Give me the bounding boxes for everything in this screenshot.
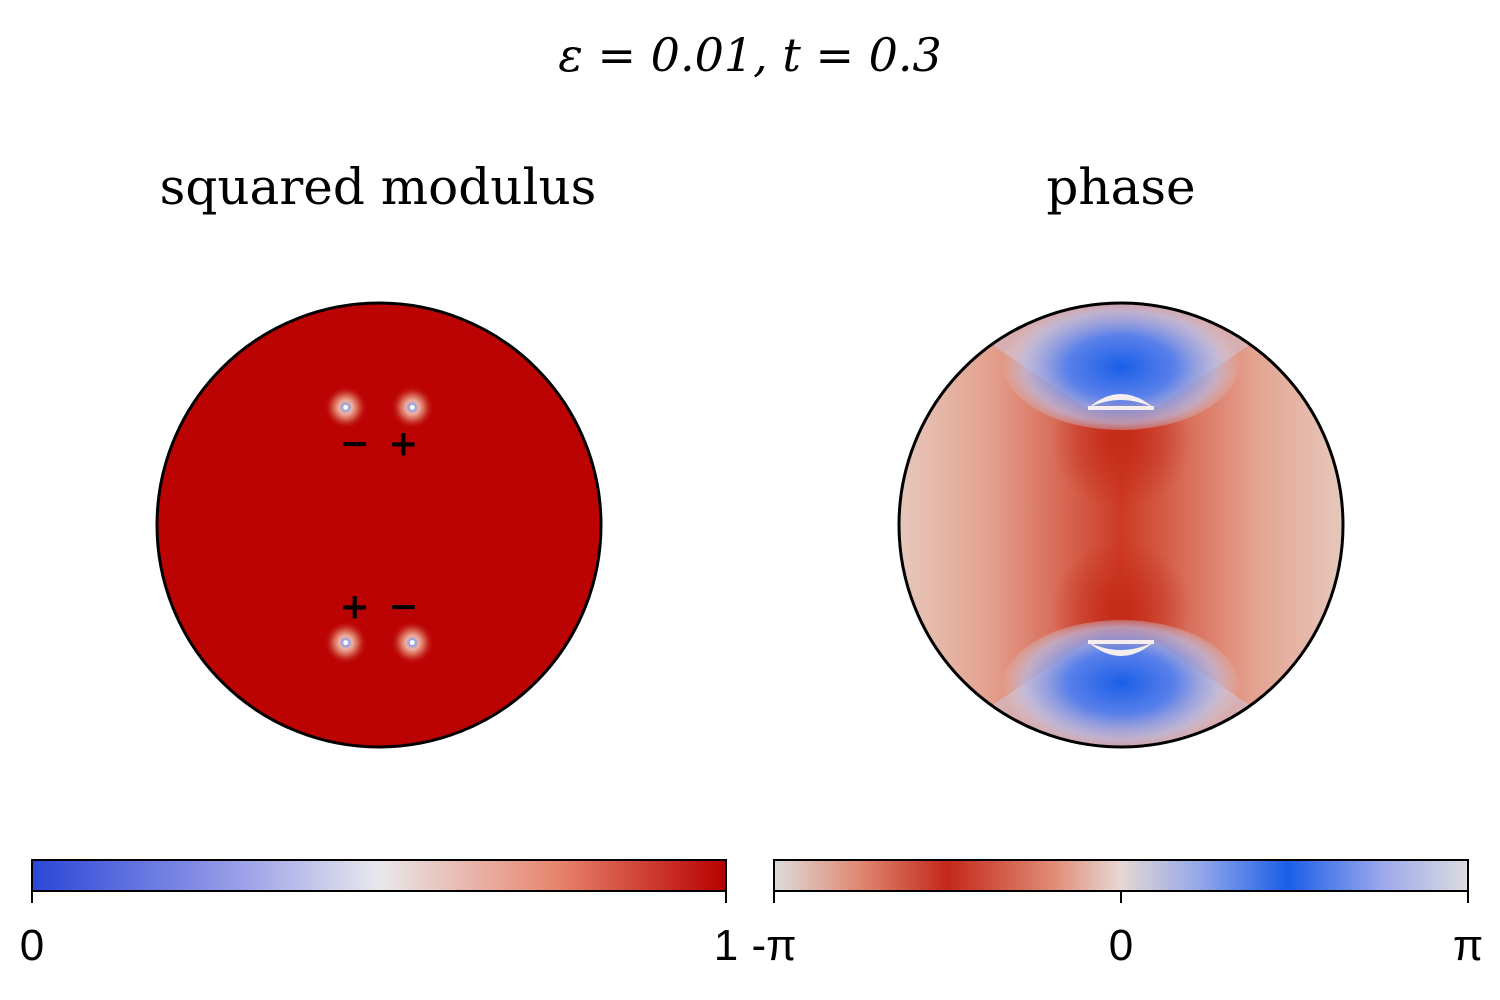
modulus-colorbar-gradient — [31, 859, 727, 892]
modulus-heatmap: − ++ − — [155, 301, 603, 749]
modulus-panel-title: squared modulus — [159, 158, 597, 216]
phase-blue-lobe-top — [1001, 303, 1241, 430]
vortex-center-3 — [409, 640, 415, 646]
phase-cut-bottom — [1088, 642, 1154, 656]
phase-tick-label-2: π — [1453, 921, 1483, 970]
figure-title: ε = 0.01, t = 0.3 — [558, 28, 942, 82]
vortex-sign-0: − — [340, 423, 370, 464]
modulus-disk — [157, 303, 601, 747]
phase-tick-label-1: 0 — [1109, 921, 1133, 970]
phase-boundary — [897, 301, 1345, 749]
phase-cut-top — [1088, 394, 1154, 408]
phase-tick-label-0: -π — [751, 921, 796, 970]
modulus-tick-label-1: 1 — [714, 921, 738, 970]
vortex-sign-3: − — [388, 587, 418, 628]
vortex-sign-1: + — [388, 423, 418, 464]
vortex-center-0 — [343, 404, 349, 410]
phase-panel-title: phase — [1046, 158, 1196, 216]
vortex-center-2 — [343, 640, 349, 646]
vortex-center-1 — [409, 404, 415, 410]
phase-heatmap — [897, 301, 1345, 749]
vortex-sign-2: + — [340, 587, 370, 628]
modulus-tick-label-0: 0 — [20, 921, 44, 970]
phase-blue-lobe-bottom — [1001, 620, 1241, 747]
phase-colorbar-gradient — [773, 859, 1469, 892]
modulus-boundary — [155, 301, 603, 749]
phase-colorbar: -π 0 π — [751, 859, 1483, 970]
